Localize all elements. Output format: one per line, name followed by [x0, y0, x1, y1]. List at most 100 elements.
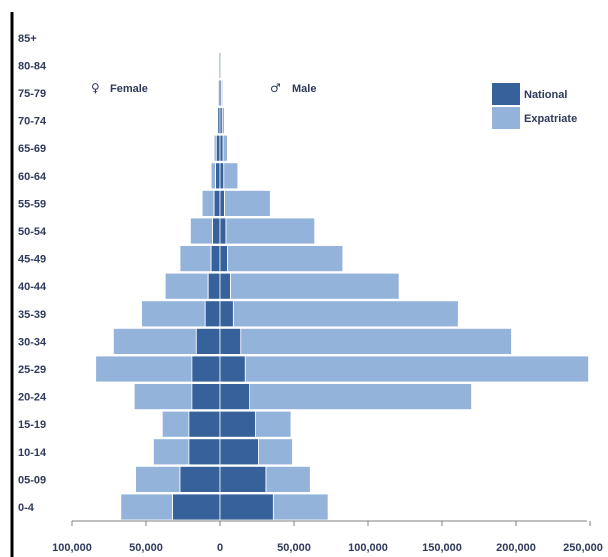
- bar-female-expatriate-60-64: [210, 162, 216, 190]
- y-tick-label: 75-79: [18, 88, 46, 100]
- bar-male-national-0-4: [219, 493, 274, 521]
- x-tick-label: 100,000: [52, 542, 92, 554]
- bar-male-expatriate-30-34: [240, 327, 512, 355]
- bar-male-national-60-64: [219, 162, 225, 190]
- bar-male-expatriate-35-39: [232, 300, 459, 328]
- y-tick-label: 20-24: [18, 392, 47, 404]
- bar-male-expatriate-0-4: [272, 493, 329, 521]
- y-tick-label: 55-59: [18, 198, 46, 210]
- y-tick-label: 0-4: [18, 502, 35, 514]
- y-tick-label: 50-54: [18, 226, 47, 238]
- y-tick-label: 15-19: [18, 419, 46, 431]
- female-label: Female: [110, 83, 148, 95]
- male-symbol: ♂: [270, 81, 281, 95]
- x-axis: 100,000 50,000 0 50,000 100,000 150,000 200,00…: [52, 520, 603, 554]
- bar-female-national-40-44: [207, 272, 221, 300]
- bar-female-national-10-14: [188, 438, 221, 466]
- bar-female-national-60-64: [215, 162, 221, 190]
- y-tick-label: 05-09: [18, 474, 46, 486]
- bar-male-national-50-54: [219, 217, 227, 245]
- y-axis-labels: 0-4 05-09 10-14 15-19 20-24 25-29 30-34 35-39 40…: [18, 33, 47, 514]
- legend-label-national: National: [524, 89, 567, 101]
- bar-female-expatriate-25-29: [95, 355, 193, 383]
- legend-swatch-national: [492, 83, 520, 105]
- bar-female-national-65-69: [215, 134, 221, 162]
- bar-female-national-05-09: [179, 465, 221, 493]
- bar-female-national-45-49: [210, 245, 221, 273]
- x-tick-label: 50,000: [277, 542, 311, 554]
- bar-male-national-35-39: [219, 300, 234, 328]
- bar-male-national-20-24: [219, 383, 251, 411]
- x-tick-label: 100,000: [348, 542, 388, 554]
- bar-male-expatriate-40-44: [229, 272, 400, 300]
- bar-female-national-55-59: [213, 189, 221, 217]
- bar-female-national-35-39: [204, 300, 221, 328]
- bar-female-expatriate-40-44: [164, 272, 209, 300]
- bar-female-expatriate-45-49: [179, 245, 212, 273]
- bar-male-expatriate-25-29: [244, 355, 589, 383]
- female-label-group: ♀ Female: [91, 81, 148, 95]
- bar-male-expatriate-15-19: [255, 410, 292, 438]
- bar-male-expatriate-50-54: [225, 217, 316, 245]
- bar-female-expatriate-20-24: [133, 383, 193, 411]
- bar-female-expatriate-0-4: [120, 493, 174, 521]
- x-tick-label: 200,000: [496, 542, 536, 554]
- bar-female-expatriate-15-19: [161, 410, 190, 438]
- y-tick-label: 60-64: [18, 171, 47, 183]
- bar-male-national-75-79: [219, 79, 222, 107]
- y-tick-label: 25-29: [18, 364, 46, 376]
- x-tick-label: 0: [217, 542, 223, 554]
- male-label: Male: [292, 83, 316, 95]
- bar-male-national-40-44: [219, 272, 231, 300]
- y-tick-label: 85+: [18, 33, 37, 45]
- y-tick-label: 10-14: [18, 447, 47, 459]
- bar-female-expatriate-30-34: [113, 327, 197, 355]
- y-tick-label: 45-49: [18, 254, 46, 266]
- bar-male-expatriate-45-49: [226, 245, 344, 273]
- bar-female-national-15-19: [188, 410, 221, 438]
- bar-male-national-65-69: [219, 134, 224, 162]
- bar-female-expatriate-55-59: [201, 189, 215, 217]
- y-tick-label: 35-39: [18, 309, 46, 321]
- y-tick-label: 65-69: [18, 143, 46, 155]
- bar-male-national-30-34: [219, 327, 242, 355]
- bar-female-national-20-24: [191, 383, 221, 411]
- male-label-group: ♂ Male: [270, 81, 316, 95]
- legend-swatch-expatriate: [492, 107, 520, 129]
- bar-male-national-70-74: [219, 107, 223, 134]
- x-tick-label: 150,000: [422, 542, 462, 554]
- bar-female-expatriate-05-09: [135, 465, 181, 493]
- bar-male-national-45-49: [219, 245, 228, 273]
- bar-male-expatriate-60-64: [223, 162, 239, 190]
- bar-male-national-10-14: [219, 438, 259, 466]
- bar-male-expatriate-65-69: [222, 134, 228, 162]
- bars-layer: [95, 24, 589, 521]
- bar-male-national-15-19: [219, 410, 256, 438]
- y-tick-label: 30-34: [18, 336, 47, 348]
- bar-male-expatriate-55-59: [223, 189, 271, 217]
- bar-male-national-55-59: [219, 189, 225, 217]
- bar-female-national-30-34: [195, 327, 221, 355]
- y-tick-label: 80-84: [18, 60, 47, 72]
- legend-label-expatriate: Expatriate: [524, 113, 577, 125]
- bar-female-national-25-29: [191, 355, 221, 383]
- legend: National Expatriate: [492, 83, 577, 129]
- bar-female-expatriate-50-54: [189, 217, 213, 245]
- bar-male-national-05-09: [219, 465, 267, 493]
- x-tick-label: 250,000: [563, 542, 603, 554]
- bar-female-expatriate-10-14: [152, 438, 190, 466]
- bar-male-national-85plus: [219, 24, 222, 52]
- bar-male-expatriate-10-14: [258, 438, 293, 466]
- y-tick-label: 70-74: [18, 116, 47, 128]
- bar-female-national-50-54: [212, 217, 221, 245]
- bar-female-national-0-4: [172, 493, 221, 521]
- bar-male-national-25-29: [219, 355, 246, 383]
- female-symbol: ♀: [91, 81, 100, 95]
- bar-male-national-80-84: [219, 52, 222, 79]
- bar-male-expatriate-05-09: [265, 465, 311, 493]
- bar-female-expatriate-35-39: [141, 300, 206, 328]
- y-tick-label: 40-44: [18, 281, 47, 293]
- x-tick-label: 50,000: [129, 542, 163, 554]
- bar-male-expatriate-20-24: [249, 383, 473, 411]
